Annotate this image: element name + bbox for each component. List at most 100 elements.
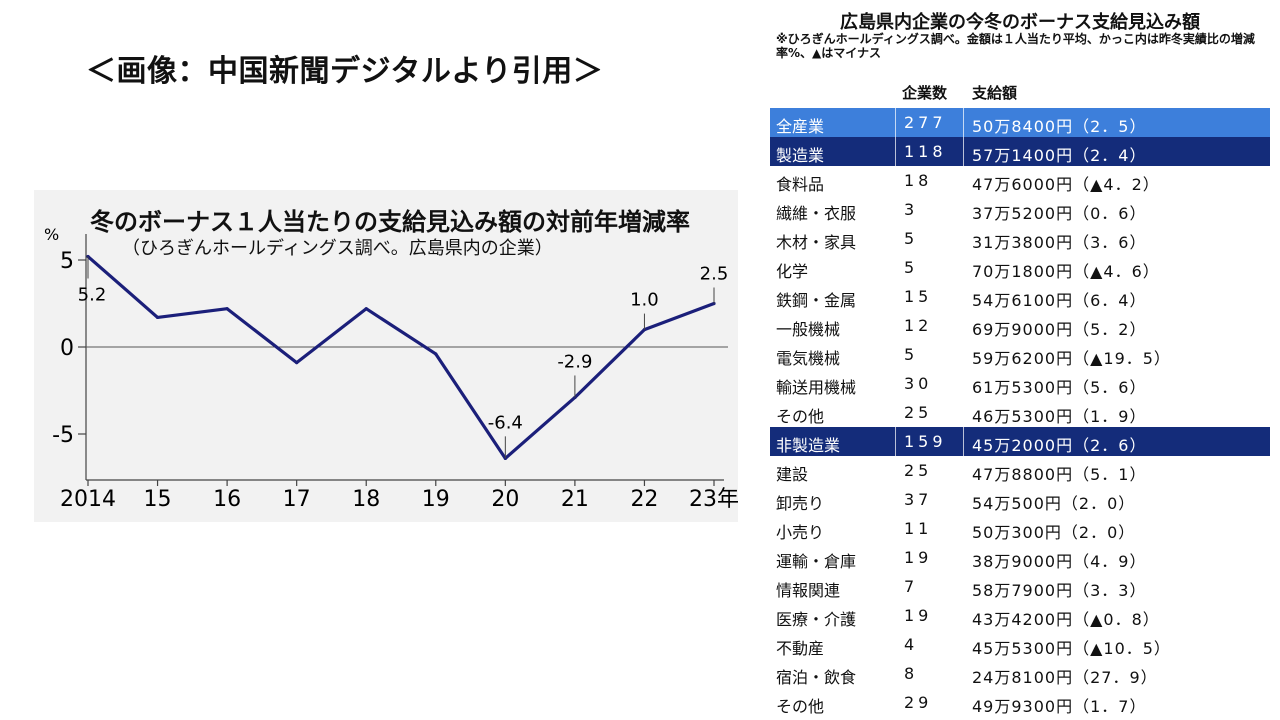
- data-label: 2.5: [700, 264, 729, 285]
- table-row: 製造業 118 57万1400円（2．4）: [770, 137, 1270, 166]
- x-tick-label: 23年: [689, 487, 738, 512]
- table-row: 鉄鋼・金属 15 54万6100円（6．4）: [770, 282, 1270, 311]
- series-line: [86, 255, 715, 460]
- sector-cell: 繊維・衣服: [776, 204, 857, 223]
- sector-cell: 一般機械: [776, 320, 841, 339]
- table-title: 広島県内企業の今冬のボーナス支給見込み額: [840, 12, 1200, 33]
- table-row: 小売り 11 50万300円（2．0）: [770, 514, 1270, 543]
- table-row: 化学 5 70万1800円（▲4．6）: [770, 253, 1270, 282]
- count-cell: 25: [904, 403, 933, 422]
- count-cell: 15: [904, 287, 933, 306]
- amount-cell: 43万4200円（▲0．8）: [972, 610, 1160, 629]
- sector-cell: 全産業: [776, 117, 825, 136]
- amount-cell: 49万9300円（1．7）: [972, 697, 1147, 716]
- data-point: [155, 315, 160, 320]
- sector-cell: 建設: [776, 465, 809, 484]
- table-row: その他 25 46万5300円（1．9）: [770, 398, 1270, 427]
- amount-cell: 31万3800円（3．6）: [972, 233, 1147, 252]
- table-row: 運輸・倉庫 19 38万9000円（4．9）: [770, 543, 1270, 572]
- sector-cell: 化学: [776, 262, 809, 281]
- table-row: 食料品 18 47万6000円（▲4．2）: [770, 166, 1270, 195]
- column-header-count: 企業数: [902, 84, 948, 102]
- amount-cell: 57万1400円（2．4）: [972, 146, 1147, 165]
- count-cell: 25: [904, 461, 933, 480]
- chart-title: 冬のボーナス１人当たりの支給見込み額の対前年増減率: [90, 208, 690, 236]
- amount-cell: 59万6200円（▲19．5）: [972, 349, 1171, 368]
- count-cell: 5: [904, 229, 919, 248]
- x-tick-label: 21: [561, 487, 589, 512]
- table-row: 電気機械 5 59万6200円（▲19．5）: [770, 340, 1270, 369]
- table-row: 建設 25 47万8800円（5．1）: [770, 456, 1270, 485]
- table-row: 医療・介護 19 43万4200円（▲0．8）: [770, 601, 1270, 630]
- data-point: [225, 307, 229, 311]
- source-caption: ＜画像：中国新聞デジタルより引用＞: [86, 54, 604, 89]
- table-row: 一般機械 12 69万9000円（5．2）: [770, 311, 1270, 340]
- table-row: 輸送用機械 30 61万5300円（5．6）: [770, 369, 1270, 398]
- count-cell: 3: [904, 200, 919, 219]
- amount-cell: 54万500円（2．0）: [972, 494, 1136, 513]
- sector-cell: 木材・家具: [776, 233, 857, 252]
- amount-cell: 47万6000円（▲4．2）: [972, 175, 1160, 194]
- x-tick-label: 15: [144, 487, 172, 512]
- data-label: 1.0: [630, 290, 659, 311]
- amount-cell: 50万8400円（2．5）: [972, 117, 1147, 136]
- count-cell: 277: [904, 113, 947, 132]
- x-tick-label: 18: [352, 487, 380, 512]
- count-cell: 4: [904, 635, 919, 654]
- sector-cell: 卸売り: [776, 494, 825, 513]
- bonus-table-panel: 広島県内企業の今冬のボーナス支給見込み額 ※ひろぎんホールディングス調べ。金額は…: [770, 8, 1270, 720]
- data-label: -2.9: [557, 351, 592, 372]
- sector-cell: 情報関連: [776, 581, 841, 600]
- amount-cell: 24万8100円（27．9）: [972, 668, 1158, 687]
- amount-cell: 50万300円（2．0）: [972, 523, 1136, 542]
- amount-cell: 58万7900円（3．3）: [972, 581, 1147, 600]
- x-tick-label: 16: [213, 487, 241, 512]
- sector-cell: 不動産: [776, 639, 825, 658]
- table-row: その他 29 49万9300円（1．7）: [770, 688, 1270, 717]
- count-cell: 118: [904, 142, 947, 161]
- sector-cell: 食料品: [776, 175, 825, 194]
- count-cell: 18: [904, 171, 933, 190]
- y-tick-label: 5: [60, 249, 74, 274]
- data-point: [364, 307, 368, 311]
- sector-cell: 小売り: [776, 523, 825, 542]
- table-row: 情報関連 7 58万7900円（3．3）: [770, 572, 1270, 601]
- table-body: 全産業 277 50万8400円（2．5） 製造業 118 57万1400円（2．4） 食料…: [770, 108, 1270, 717]
- amount-cell: 46万5300円（1．9）: [972, 407, 1147, 426]
- amount-cell: 69万9000円（5．2）: [972, 320, 1147, 339]
- count-cell: 11: [904, 519, 933, 538]
- count-cell: 12: [904, 316, 933, 335]
- count-cell: 19: [904, 548, 933, 567]
- table-row: 全産業 277 50万8400円（2．5）: [770, 108, 1270, 137]
- amount-cell: 47万8800円（5．1）: [972, 465, 1147, 484]
- data-label: 5.2: [78, 285, 107, 306]
- chart-subtitle: （ひろぎんホールディングス調べ。広島県内の企業）: [122, 238, 553, 259]
- y-tick-label: -5: [52, 423, 74, 448]
- sector-cell: 医療・介護: [776, 610, 857, 629]
- count-cell: 37: [904, 490, 933, 509]
- count-cell: 30: [904, 374, 933, 393]
- count-cell: 5: [904, 345, 919, 364]
- sector-cell: 鉄鋼・金属: [776, 291, 857, 310]
- column-header-amount: 支給額: [972, 84, 1018, 102]
- count-cell: 8: [904, 664, 919, 683]
- table-row: 繊維・衣服 3 37万5200円（0．6）: [770, 195, 1270, 224]
- sector-cell: 非製造業: [776, 436, 841, 455]
- count-cell: 5: [904, 258, 919, 277]
- data-point: [434, 352, 438, 356]
- sector-cell: 運輸・倉庫: [776, 552, 857, 571]
- sector-cell: 輸送用機械: [776, 378, 857, 397]
- y-tick-label: 0: [60, 336, 74, 361]
- sector-cell: 製造業: [776, 146, 825, 165]
- table-row: 宿泊・飲食 8 24万8100円（27．9）: [770, 659, 1270, 688]
- data-point: [295, 361, 299, 365]
- amount-cell: 70万1800円（▲4．6）: [972, 262, 1160, 281]
- amount-cell: 54万6100円（6．4）: [972, 291, 1147, 310]
- count-cell: 7: [904, 577, 919, 596]
- line-chart: %5 0 -5 2014 15 16 17 18 19 20 21 22 23年 5.2 -6.4 -2.9 1…: [44, 225, 738, 512]
- table-row: 不動産 4 45万5300円（▲10．5）: [770, 630, 1270, 659]
- sector-cell: その他: [776, 697, 825, 716]
- count-cell: 159: [904, 432, 947, 451]
- amount-cell: 61万5300円（5．6）: [972, 378, 1147, 397]
- line-chart-panel: % 5 0 -5 2014 15 16 17 18 19 20 21 22 23年 5.2 -6.4 -2.9 1…: [34, 190, 738, 522]
